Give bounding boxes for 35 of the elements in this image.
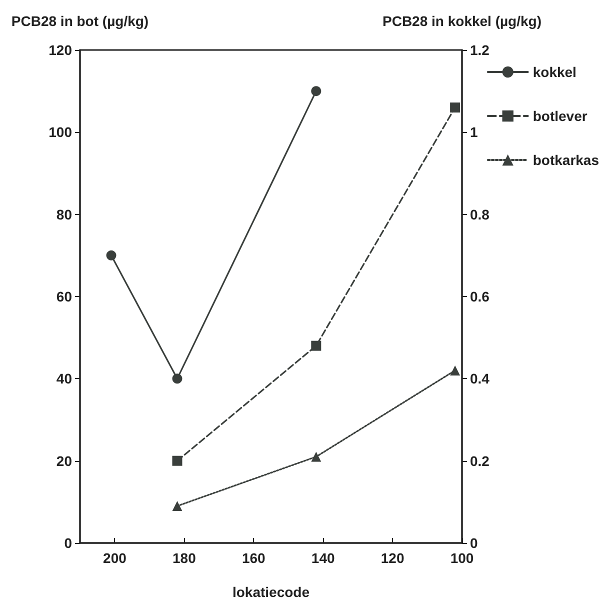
y-tick-label: 20 [56,452,72,469]
y2-tick-label: 0.6 [470,288,490,304]
legend-label: botkarkas [532,152,600,168]
point [172,456,182,466]
y2-axis-title: PCB28 in kokkel (µg/kg) [382,13,542,29]
y-tick-label: 60 [56,288,72,304]
x-tick-label: 200 [103,550,127,566]
y2-tick-label: 0.8 [470,206,490,222]
point [311,86,322,96]
point [450,365,460,376]
x-tick-label: 120 [380,550,404,566]
y-tick-label: 120 [48,42,72,58]
y2-tick-label: 1.2 [470,42,490,58]
x-tick-label: 100 [450,550,474,566]
y2-tick-label: 0.4 [470,370,490,387]
x-tick-label: 180 [172,550,196,566]
point [172,501,182,512]
y-tick-label: 40 [56,370,72,387]
x-axis-title: lokatiecode [232,584,310,600]
x-tick-label: 140 [311,550,335,566]
y-tick-label: 100 [48,124,72,140]
y-tick-label: 80 [56,206,72,222]
y-axis-title: PCB28 in bot (µg/kg) [11,13,149,29]
x-tick-label: 160 [242,550,266,566]
legend-label: kokkel [532,64,576,80]
y2-tick-label: 0.2 [470,452,490,469]
y-tick-label: 0 [64,535,72,551]
y2-tick-label: 1 [470,124,478,140]
legend-label: botlever [532,108,588,124]
point [311,452,322,462]
point [311,340,322,351]
point [106,250,116,260]
y2-tick-label: 0 [470,535,478,551]
point [450,102,460,113]
point [172,374,182,384]
